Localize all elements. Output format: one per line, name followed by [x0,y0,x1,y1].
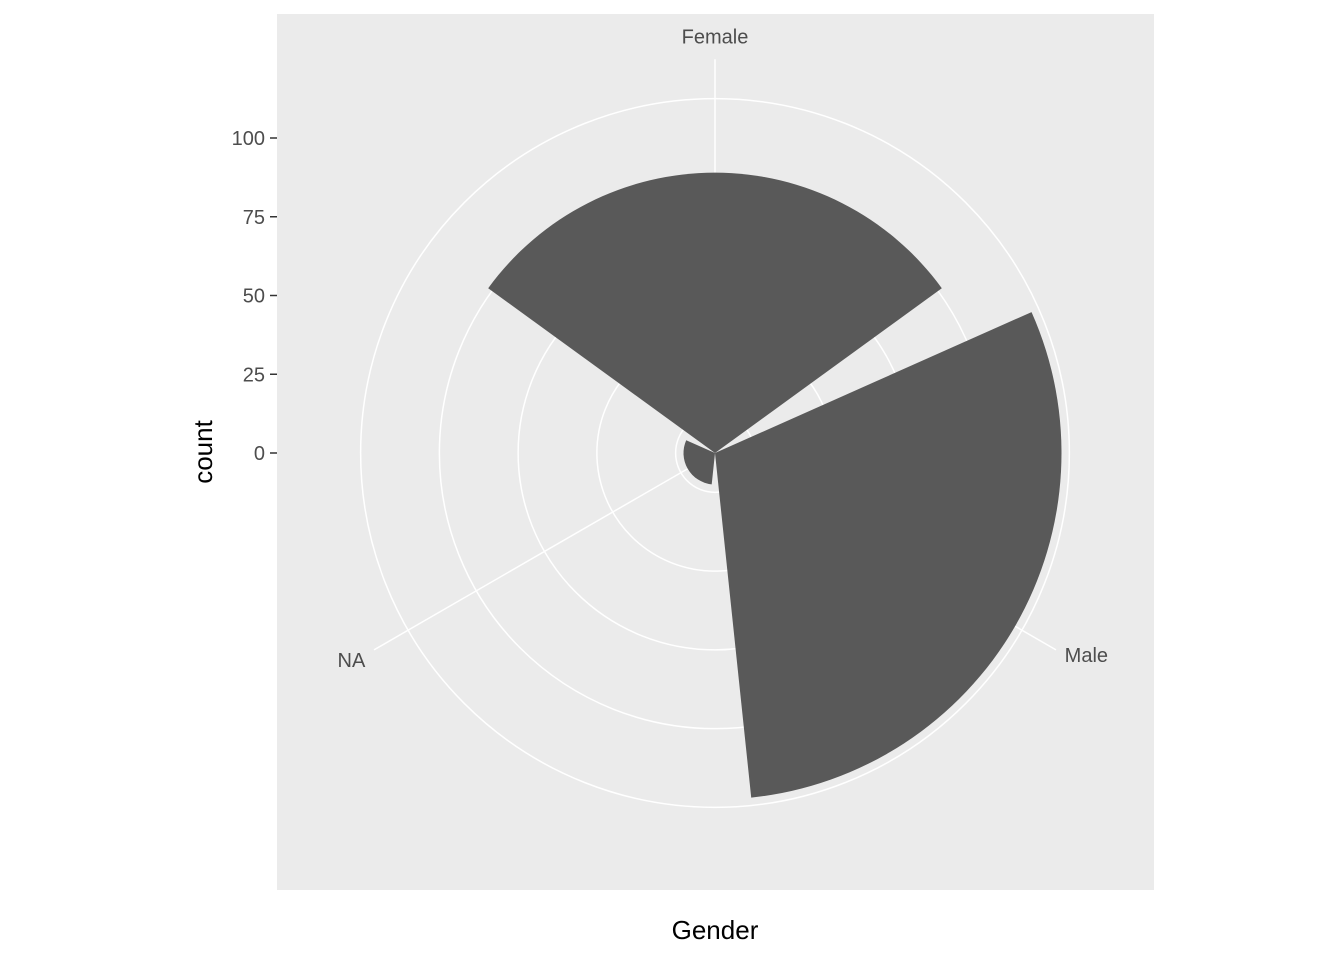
y-tick-label: 0 [254,443,265,465]
y-tick-label: 100 [232,128,265,150]
y-tick-label: 25 [243,364,265,386]
category-label-male: Male [1065,645,1108,667]
grid-spoke [373,452,716,651]
y-tick-label: 50 [243,286,265,308]
y-axis-title: count [188,419,218,483]
x-axis-title: Gender [672,915,759,945]
y-axis: 0 25 50 75 100 [232,128,277,465]
bar-female [488,172,942,454]
category-label-female: Female [682,26,749,48]
category-label-na: NA [338,650,366,672]
bar-male [715,312,1062,798]
y-tick-label: 75 [243,207,265,229]
bar-na [683,440,715,485]
category-labels: Female Male NA [338,26,1108,672]
bars [488,172,1062,798]
